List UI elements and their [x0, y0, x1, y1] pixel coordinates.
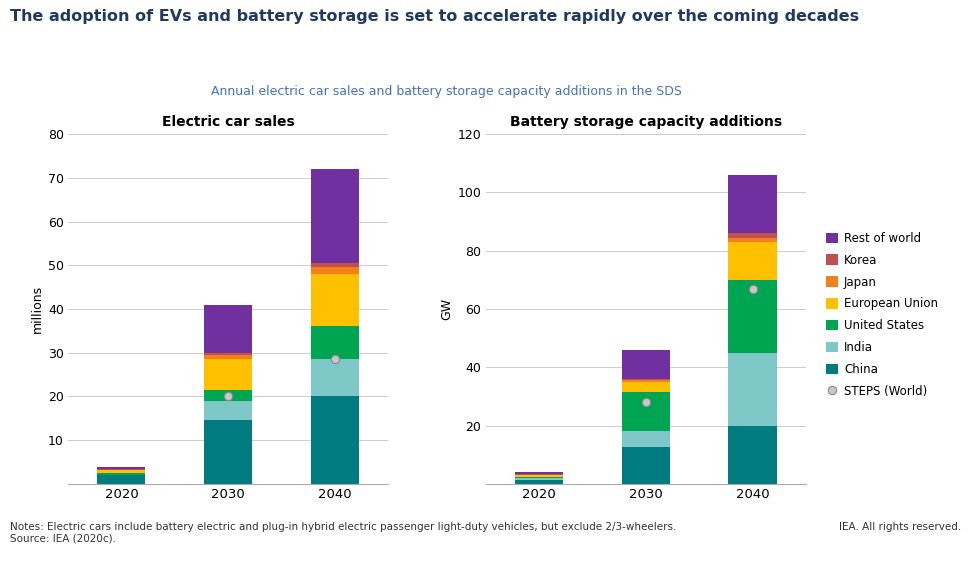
Bar: [311, 359, 359, 396]
Bar: [311, 274, 359, 326]
Bar: [728, 238, 777, 242]
Bar: [204, 401, 252, 420]
Bar: [204, 390, 252, 401]
Text: The adoption of EVs and battery storage is set to accelerate rapidly over the co: The adoption of EVs and battery storage …: [10, 9, 858, 24]
Bar: [728, 280, 777, 353]
Bar: [728, 242, 777, 280]
Bar: [621, 350, 670, 379]
Bar: [515, 479, 563, 484]
Bar: [515, 472, 563, 475]
Bar: [311, 263, 359, 268]
Text: IEA. All rights reserved.: IEA. All rights reserved.: [839, 522, 961, 532]
Y-axis label: GW: GW: [440, 298, 453, 320]
Bar: [728, 426, 777, 484]
Bar: [621, 448, 670, 484]
Title: Electric car sales: Electric car sales: [162, 115, 294, 129]
Bar: [97, 475, 146, 484]
Bar: [311, 169, 359, 263]
Legend: Rest of world, Korea, Japan, European Union, United States, India, China, STEPS : Rest of world, Korea, Japan, European Un…: [826, 232, 938, 398]
Bar: [311, 268, 359, 274]
Bar: [204, 353, 252, 355]
Text: Annual electric car sales and battery storage capacity additions in the SDS: Annual electric car sales and battery st…: [212, 85, 682, 97]
Bar: [515, 477, 563, 478]
Bar: [728, 233, 777, 238]
Bar: [311, 326, 359, 359]
Bar: [97, 473, 146, 475]
Bar: [621, 382, 670, 392]
Bar: [204, 355, 252, 359]
Bar: [515, 478, 563, 479]
Bar: [204, 359, 252, 390]
Bar: [728, 175, 777, 233]
Text: Notes: Electric cars include battery electric and plug-in hybrid electric passen: Notes: Electric cars include battery ele…: [10, 522, 676, 543]
Bar: [621, 379, 670, 380]
Bar: [311, 396, 359, 484]
Bar: [621, 380, 670, 382]
Bar: [621, 392, 670, 431]
Bar: [621, 431, 670, 448]
Bar: [97, 470, 146, 473]
Bar: [97, 468, 146, 469]
Y-axis label: millions: millions: [31, 285, 44, 333]
Bar: [204, 420, 252, 484]
Bar: [728, 353, 777, 426]
Title: Battery storage capacity additions: Battery storage capacity additions: [510, 115, 782, 129]
Bar: [204, 304, 252, 353]
Bar: [515, 475, 563, 477]
